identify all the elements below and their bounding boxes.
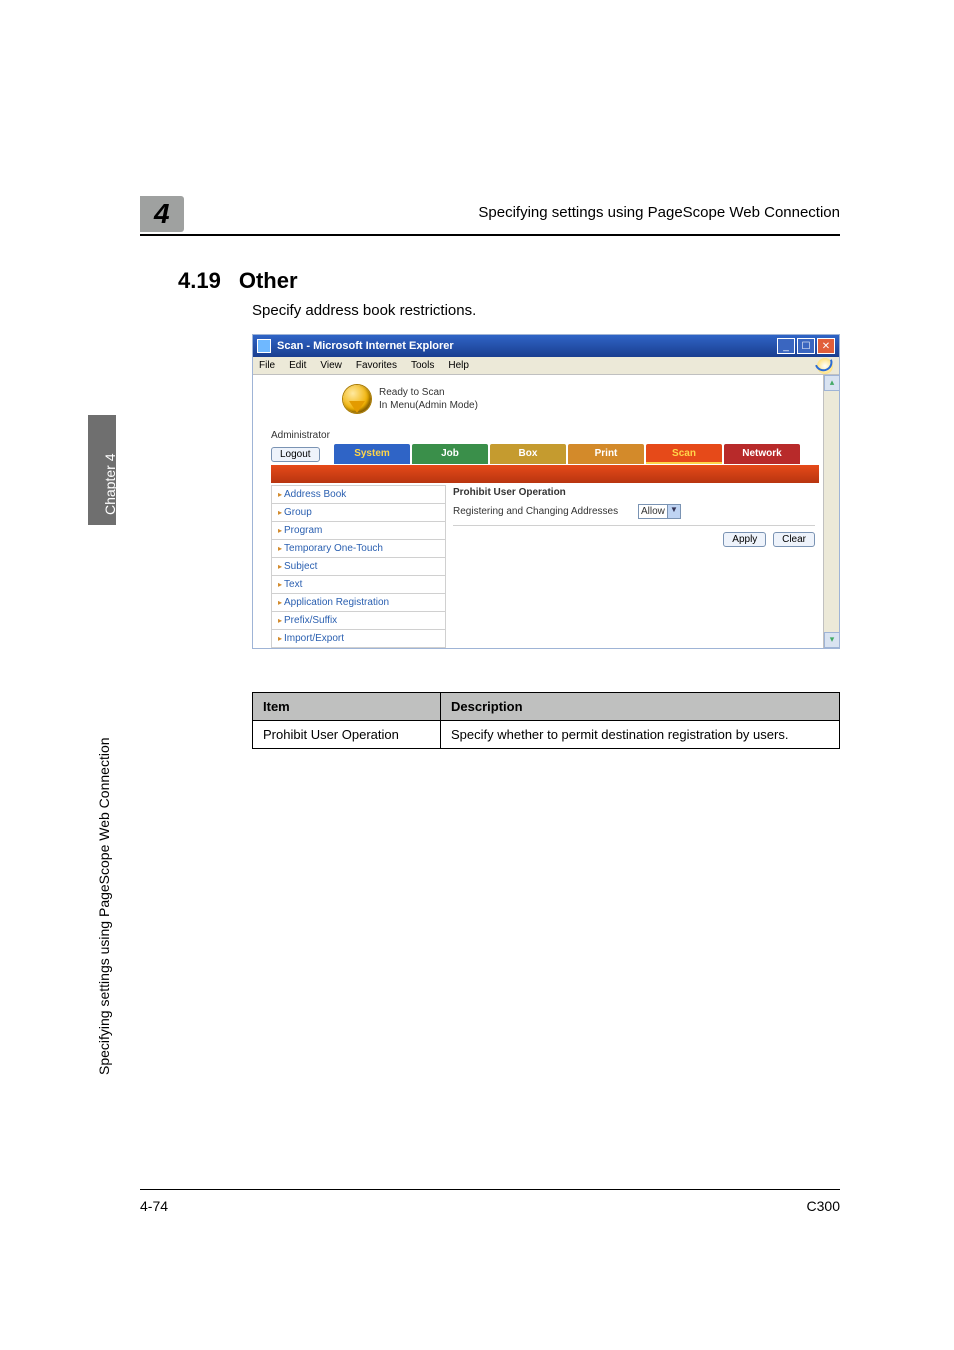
setting-label: Registering and Changing Addresses xyxy=(453,506,638,517)
th-item: Item xyxy=(253,693,441,721)
nav-application-registration[interactable]: ▸Application Registration xyxy=(271,594,446,612)
section-intro: Specify address book restrictions. xyxy=(252,302,476,319)
printer-status-icon xyxy=(343,385,371,413)
admin-label: Administrator xyxy=(271,430,330,441)
model-number: C300 xyxy=(807,1198,840,1214)
menu-favorites[interactable]: Favorites xyxy=(356,360,397,371)
minimize-button[interactable]: _ xyxy=(777,338,795,354)
clear-button[interactable]: Clear xyxy=(773,532,815,547)
printer-status: Ready to Scan In Menu(Admin Mode) xyxy=(343,385,478,413)
scroll-down-button[interactable]: ▾ xyxy=(824,632,839,648)
footer-rule xyxy=(140,1189,840,1190)
tab-network[interactable]: Network xyxy=(723,443,801,465)
page-number: 4-74 xyxy=(140,1198,168,1214)
scrollbar[interactable]: ▴ ▾ xyxy=(823,375,839,648)
scroll-up-button[interactable]: ▴ xyxy=(824,375,839,391)
header-rule xyxy=(140,234,840,236)
ie-logo-icon xyxy=(817,358,833,374)
tab-box[interactable]: Box xyxy=(489,443,567,465)
select-dropdown-icon[interactable]: ▼ xyxy=(667,504,681,519)
nav-text[interactable]: ▸Text xyxy=(271,576,446,594)
panel-title: Prohibit User Operation xyxy=(453,487,815,498)
side-nav: ▸Address Book ▸Group ▸Program ▸Temporary… xyxy=(271,485,446,648)
tab-print[interactable]: Print xyxy=(567,443,645,465)
tab-row: System Job Box Print Scan Network xyxy=(333,443,801,465)
chapter-label: Chapter 4 xyxy=(102,454,118,515)
nav-import-export[interactable]: ▸Import/Export xyxy=(271,630,446,648)
app-icon xyxy=(257,339,271,353)
nav-program[interactable]: ▸Program xyxy=(271,522,446,540)
allow-select[interactable]: Allow xyxy=(638,504,668,519)
tab-job[interactable]: Job xyxy=(411,443,489,465)
nav-group[interactable]: ▸Group xyxy=(271,504,446,522)
close-button[interactable]: ✕ xyxy=(817,338,835,354)
side-section-title: Specifying settings using PageScope Web … xyxy=(96,737,112,1075)
status-secondary: In Menu(Admin Mode) xyxy=(379,399,478,412)
logout-button[interactable]: Logout xyxy=(271,447,320,462)
main-panel: Prohibit User Operation Registering and … xyxy=(453,487,815,547)
titlebar: Scan - Microsoft Internet Explorer _ ☐ ✕ xyxy=(253,335,839,357)
window-title: Scan - Microsoft Internet Explorer xyxy=(277,340,777,352)
apply-button[interactable]: Apply xyxy=(723,532,766,547)
td-description: Specify whether to permit destination re… xyxy=(441,721,840,749)
table-row: Prohibit User Operation Specify whether … xyxy=(253,721,840,749)
screenshot-window: Scan - Microsoft Internet Explorer _ ☐ ✕… xyxy=(252,334,840,649)
menubar: File Edit View Favorites Tools Help xyxy=(253,357,839,375)
status-primary: Ready to Scan xyxy=(379,386,478,399)
menu-view[interactable]: View xyxy=(320,360,342,371)
nav-subject[interactable]: ▸Subject xyxy=(271,558,446,576)
menu-file[interactable]: File xyxy=(259,360,275,371)
nav-temporary-one-touch[interactable]: ▸Temporary One-Touch xyxy=(271,540,446,558)
menu-help[interactable]: Help xyxy=(448,360,469,371)
chapter-number-badge: 4 xyxy=(140,196,184,232)
panel-divider xyxy=(453,525,815,526)
menu-edit[interactable]: Edit xyxy=(289,360,306,371)
tab-scan[interactable]: Scan xyxy=(645,443,723,465)
nav-address-book[interactable]: ▸Address Book xyxy=(271,485,446,504)
td-item: Prohibit User Operation xyxy=(253,721,441,749)
section-title: Other xyxy=(239,268,298,293)
description-table: Item Description Prohibit User Operation… xyxy=(252,692,840,749)
menu-tools[interactable]: Tools xyxy=(411,360,434,371)
maximize-button[interactable]: ☐ xyxy=(797,338,815,354)
section-number: 4.19 xyxy=(178,268,221,293)
page-header-title: Specifying settings using PageScope Web … xyxy=(478,204,840,221)
scan-accent-bar xyxy=(271,465,819,483)
th-description: Description xyxy=(441,693,840,721)
section-heading: 4.19 Other xyxy=(178,268,298,294)
tab-system[interactable]: System xyxy=(333,443,411,465)
nav-prefix-suffix[interactable]: ▸Prefix/Suffix xyxy=(271,612,446,630)
